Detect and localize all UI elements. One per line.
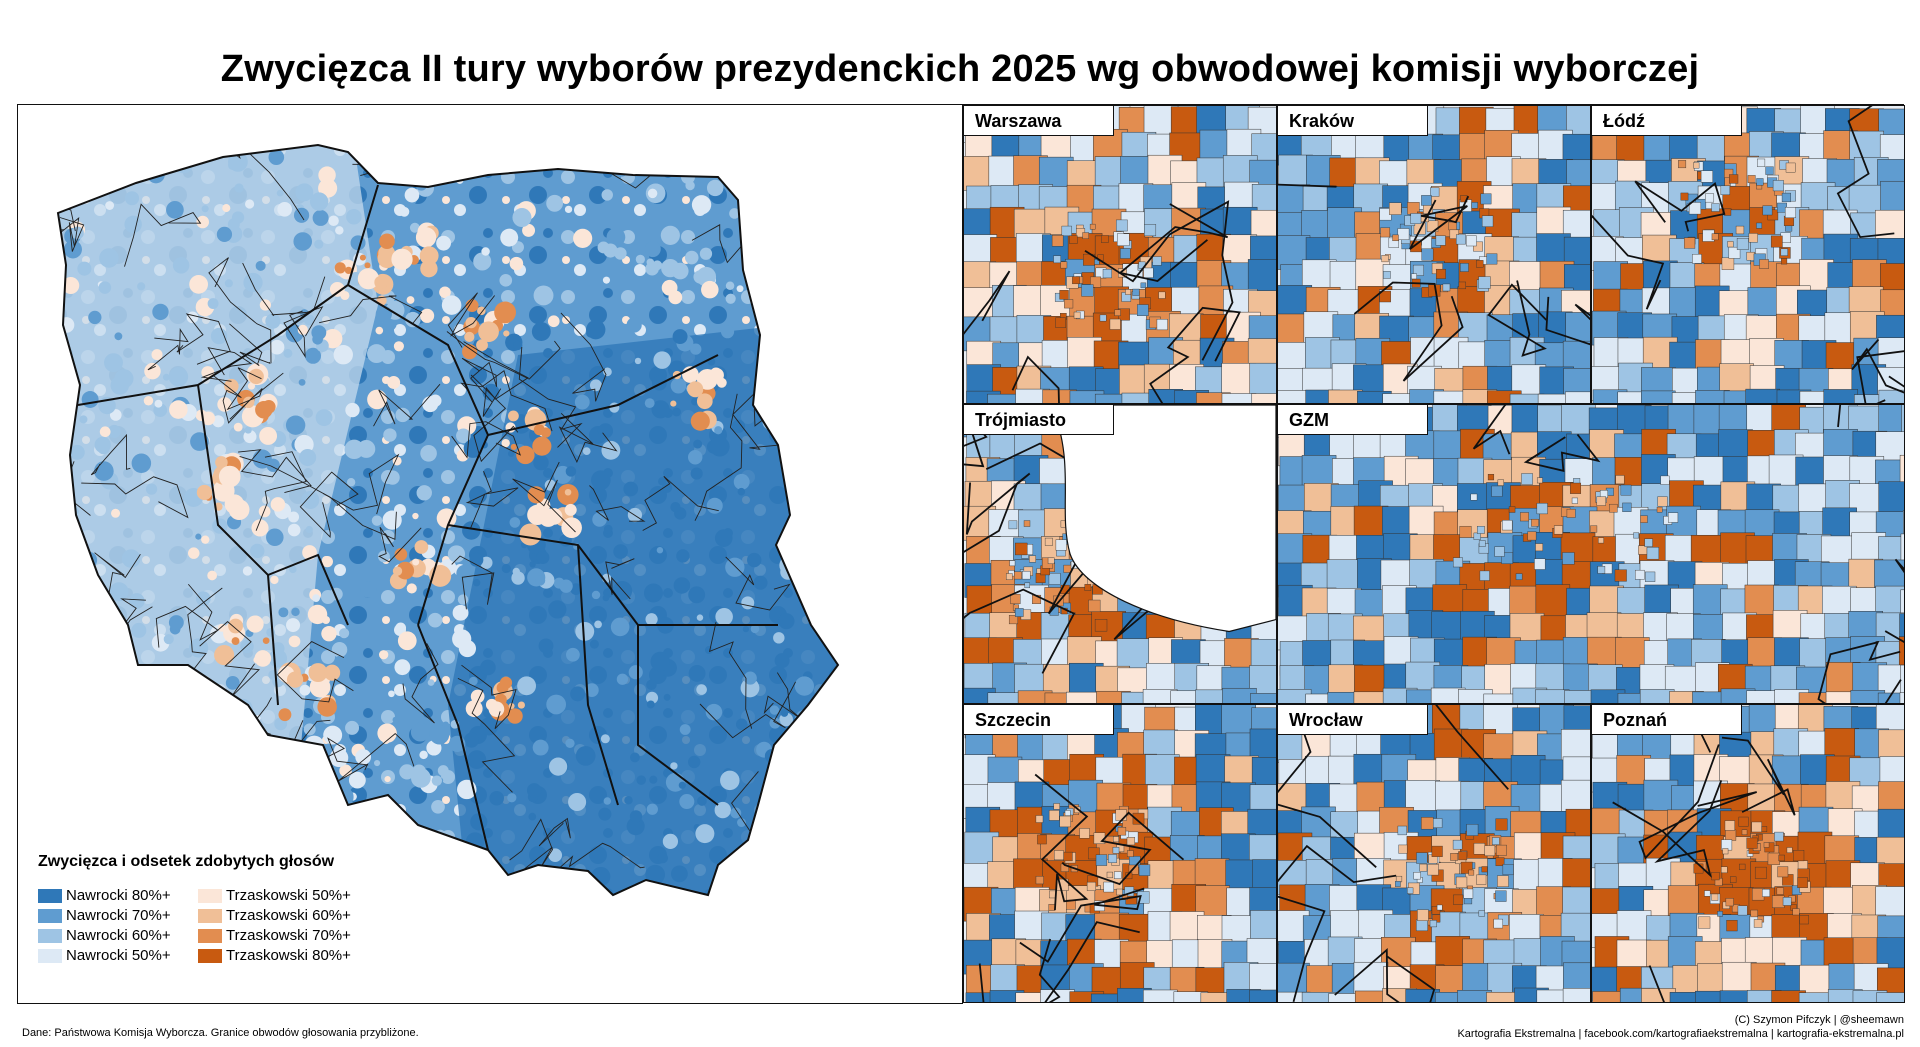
legend-label: Nawrocki 70%+ — [66, 907, 171, 924]
map-title: Zwycięzca II tury wyborów prezydenckich … — [220, 48, 1700, 90]
inset-map — [1278, 106, 1590, 403]
legend-item: Nawrocki 50%+ — [38, 947, 198, 964]
legend-swatch — [198, 948, 222, 963]
inset-label: Poznań — [1592, 705, 1742, 735]
inset-map — [1278, 405, 1904, 703]
legend-label: Nawrocki 60%+ — [66, 927, 171, 944]
legend: Zwycięzca i odsetek zdobytych głosów Naw… — [38, 853, 438, 964]
legend-title: Zwycięzca i odsetek zdobytych głosów — [38, 853, 335, 870]
poland-map-panel[interactable]: Zwycięzca i odsetek zdobytych głosów Naw… — [17, 104, 963, 1004]
legend-item: Nawrocki 70%+ — [38, 907, 198, 924]
legend-item: Trzaskowski 50%+ — [198, 887, 378, 904]
inset-trojmiasto[interactable]: Trójmiasto — [963, 404, 1277, 704]
legend-item: Trzaskowski 80%+ — [198, 947, 378, 964]
legend-swatch — [198, 908, 222, 923]
voivodeship-borders — [77, 184, 778, 851]
credits: (C) Szymon Pifczyk | @sheemawn Kartograf… — [1457, 1013, 1904, 1041]
legend-label: Nawrocki 50%+ — [66, 947, 171, 964]
inset-label: GZM — [1278, 405, 1428, 435]
legend-item: Nawrocki 60%+ — [38, 927, 198, 944]
inset-szczecin[interactable]: Szczecin — [963, 704, 1277, 1003]
data-source-note: Dane: Państwowa Komisja Wyborcza. Granic… — [22, 1027, 419, 1039]
inset-label: Łódź — [1592, 106, 1742, 136]
legend-item: Trzaskowski 60%+ — [198, 907, 378, 924]
legend-item: Trzaskowski 70%+ — [198, 927, 378, 944]
inset-poznan[interactable]: Poznań — [1591, 704, 1905, 1003]
legend-label: Trzaskowski 80%+ — [226, 947, 351, 964]
legend-swatch — [198, 888, 222, 903]
city-insets-grid: Warszawa Kraków Łódź Trójmiasto GZM Szcz… — [962, 104, 1905, 1003]
inset-wroclaw[interactable]: Wrocław — [1277, 704, 1591, 1003]
legend-label: Trzaskowski 50%+ — [226, 887, 351, 904]
inset-map — [964, 405, 1276, 703]
inset-map — [964, 705, 1276, 1002]
legend-label: Trzaskowski 70%+ — [226, 927, 351, 944]
inset-label: Wrocław — [1278, 705, 1428, 735]
inset-label: Szczecin — [964, 705, 1114, 735]
legend-swatch — [38, 928, 62, 943]
inset-label: Warszawa — [964, 106, 1114, 136]
legend-swatch — [38, 888, 62, 903]
inset-warszawa[interactable]: Warszawa — [963, 105, 1277, 404]
legend-label: Nawrocki 80%+ — [66, 887, 171, 904]
legend-swatch — [38, 908, 62, 923]
inset-map — [1592, 106, 1904, 403]
author-credit: (C) Szymon Pifczyk | @sheemawn — [1734, 1014, 1904, 1026]
inset-map — [1278, 705, 1590, 1002]
poland-map — [57, 144, 839, 896]
inset-map — [1592, 705, 1904, 1002]
inset-krakow[interactable]: Kraków — [1277, 105, 1591, 404]
legend-swatch — [198, 928, 222, 943]
legend-label: Trzaskowski 60%+ — [226, 907, 351, 924]
inset-label: Kraków — [1278, 106, 1428, 136]
legend-swatch — [38, 948, 62, 963]
inset-label: Trójmiasto — [964, 405, 1114, 435]
legend-item: Nawrocki 80%+ — [38, 887, 198, 904]
inset-map — [964, 106, 1276, 403]
inset-gzm[interactable]: GZM — [1277, 404, 1905, 704]
inset-lodz[interactable]: Łódź — [1591, 105, 1905, 404]
links-credit: Kartografia Ekstremalna | facebook.com/k… — [1457, 1028, 1904, 1040]
